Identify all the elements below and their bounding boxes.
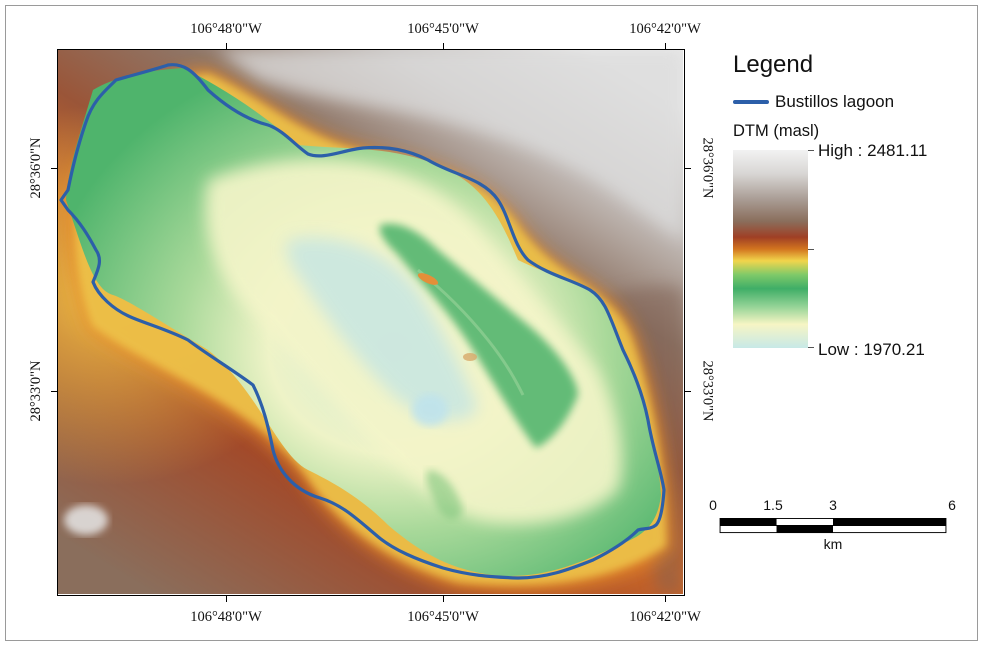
lagoon-legend-label: Bustillos lagoon (775, 92, 895, 111)
scale-unit-label: km (823, 536, 843, 552)
lon-label-bottom-1: 106°48'0"W (190, 609, 262, 625)
dtm-raster (58, 50, 683, 594)
dtm-legend-title: DTM (masl) (733, 122, 820, 140)
dtm-map (57, 49, 685, 596)
lat-label-right-2: 28°33'0"N (699, 360, 716, 422)
lat-tick-right-1 (685, 168, 691, 169)
ramp-tick-low (808, 347, 814, 348)
lon-tick-bottom-1 (226, 596, 227, 602)
scale-tick-label-2: 3 (829, 497, 837, 513)
scale-tick-label-1: 1.5 (763, 497, 783, 513)
lon-label-bottom-3: 106°42'0"W (629, 609, 701, 625)
lon-tick-top-1 (226, 43, 227, 49)
lat-tick-left-1 (51, 168, 57, 169)
lat-label-left-1: 28°36'0"N (27, 137, 44, 199)
ramp-low-label: Low : 1970.21 (818, 340, 925, 359)
lat-label-left-2: 28°33'0"N (27, 360, 44, 422)
ramp-tick-high (808, 150, 814, 151)
lon-label-bottom-2: 106°45'0"W (407, 609, 479, 625)
lon-tick-top-3 (665, 43, 666, 49)
figure-frame (5, 5, 978, 641)
lon-label-top-2: 106°45'0"W (407, 21, 479, 37)
scale-tick-label-0: 0 (709, 497, 717, 513)
ramp-tick-mid (808, 249, 814, 250)
lat-tick-right-2 (685, 391, 691, 392)
lon-label-top-3: 106°42'0"W (629, 21, 701, 37)
ramp-high-label: High : 2481.11 (818, 141, 928, 160)
elevation-color-ramp (733, 150, 808, 348)
scale-bar (719, 518, 947, 534)
lon-label-top-1: 106°48'0"W (190, 21, 262, 37)
lon-tick-bottom-2 (443, 596, 444, 602)
bustillos-lagoon-outline (59, 63, 666, 580)
legend-title: Legend (733, 51, 814, 78)
lagoon-legend-swatch (733, 100, 769, 104)
lon-tick-bottom-3 (665, 596, 666, 602)
scale-tick-label-3: 6 (948, 497, 956, 513)
lat-label-right-1: 28°36'0"N (699, 137, 716, 199)
lat-tick-left-2 (51, 391, 57, 392)
lon-tick-top-2 (443, 43, 444, 49)
